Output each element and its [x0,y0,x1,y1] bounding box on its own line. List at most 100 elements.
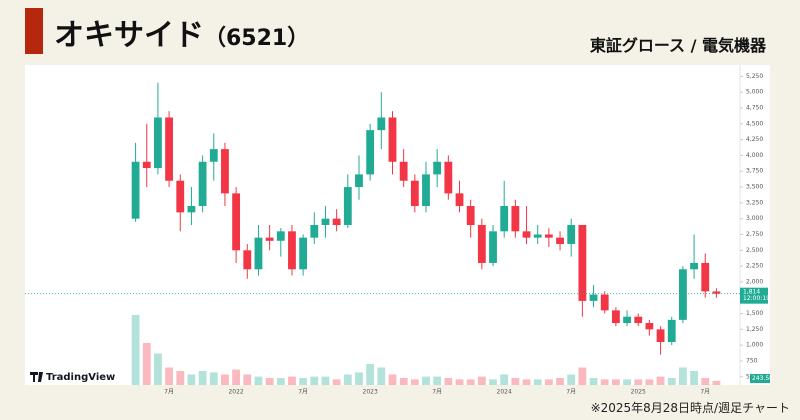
y-tick-label: 3,500 [746,184,763,191]
candle-body [433,161,442,175]
volume-bar [343,374,352,385]
candle-body [377,117,386,131]
y-tick-label: 1,000 [746,342,763,349]
volume-bar [578,367,587,385]
volume-bar [399,378,408,385]
candle-body [410,180,419,207]
x-tick-label: 2025 [631,389,646,396]
volume-bar [690,371,698,385]
volume-bar [299,378,308,385]
x-tick-label: 7月 [298,389,308,396]
candle-body [198,161,207,207]
x-tick-label: 7月 [566,389,576,396]
volume-bar [209,372,218,385]
volume-bar [567,374,576,385]
candle-body [600,294,609,311]
volume-bar [243,374,252,385]
candle-body [455,193,464,207]
volume-bar [667,378,676,385]
candle-body [288,231,296,270]
title: オキサイド（6521） [54,10,309,54]
footer-note: ※2025年8月28日時点/週足チャート [590,401,790,415]
candle-body [567,225,576,244]
candle-body [623,316,631,324]
candle-body [221,149,229,194]
volume-bar [489,379,497,385]
volume-bar [232,369,241,385]
last-time-label: 12:00:19 [743,295,770,302]
candle-body [332,218,341,225]
candle-body [489,231,497,263]
candle-body [656,329,665,342]
market: 東証グロース / 電気機器 [589,36,766,55]
candle-body [678,269,687,320]
candle-body [310,225,319,238]
candle-body [712,291,721,294]
volume-bar [712,380,721,385]
x-tick-label: 7月 [432,389,442,396]
last-volume-box [750,374,770,383]
candle-body [634,316,643,324]
last-price-box [740,287,768,304]
candle-body [232,193,241,251]
y-tick-label: 5,250 [746,73,763,80]
y-tick-label: 5,000 [746,89,763,96]
volume-bar [645,379,654,385]
y-tick-label: 2,500 [746,247,763,254]
volume-bar [444,378,453,385]
candle-body [701,262,710,292]
candle-body [444,161,453,194]
volume-bar [265,378,274,385]
candle-body [142,161,151,169]
x-tick-label: 7月 [700,389,710,396]
volume-bar [500,374,509,385]
volume-bar [600,379,609,385]
brand-logo [30,372,43,382]
volume-bar [556,378,564,385]
volume-bar [288,376,296,385]
candle-body [343,187,352,225]
y-tick-label: 3,750 [746,168,763,175]
stock-code: （6521） [204,26,310,51]
candle-body [422,174,430,207]
brand: TradingView [46,372,115,383]
volume-bar [433,376,442,385]
volume-bar [165,367,174,385]
y-tick-label: 4,750 [746,105,763,112]
candle-body [176,180,185,213]
volume-bar [221,374,229,385]
candle-body [578,225,587,301]
volume-bar [511,378,520,385]
candle-body [265,237,274,241]
volume-bar [142,343,151,385]
x-tick-label: 7月 [164,389,174,396]
candle-body [690,262,698,270]
candle-body [589,294,598,301]
y-tick-label: 4,000 [746,152,763,159]
candle-body [254,237,263,270]
candle-body [243,250,252,270]
volume-bar [377,367,386,385]
volume-bar [355,372,363,385]
volume-bar [388,374,397,385]
volume-bar [187,374,196,385]
accent-bar [25,8,43,54]
candle-body [165,117,174,181]
candle-body [209,149,218,162]
volume-bar [321,376,330,385]
volume-bar [477,376,486,385]
candle-body [355,174,363,188]
candle-body [544,234,553,238]
candle-body [154,117,162,169]
volume-bar [522,379,531,385]
volume-bar [656,376,665,385]
y-tick-label: 1,500 [746,310,763,317]
volume-bar [589,378,598,385]
volume-bar [332,379,341,385]
candle-body [299,237,308,270]
y-tick-label: 1,250 [746,326,763,333]
volume-bar [198,371,207,385]
candle-body [399,161,408,181]
volume-bar [131,315,140,385]
volume-bar [176,371,185,385]
